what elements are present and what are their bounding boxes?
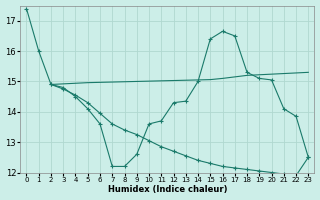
X-axis label: Humidex (Indice chaleur): Humidex (Indice chaleur) [108,185,227,194]
